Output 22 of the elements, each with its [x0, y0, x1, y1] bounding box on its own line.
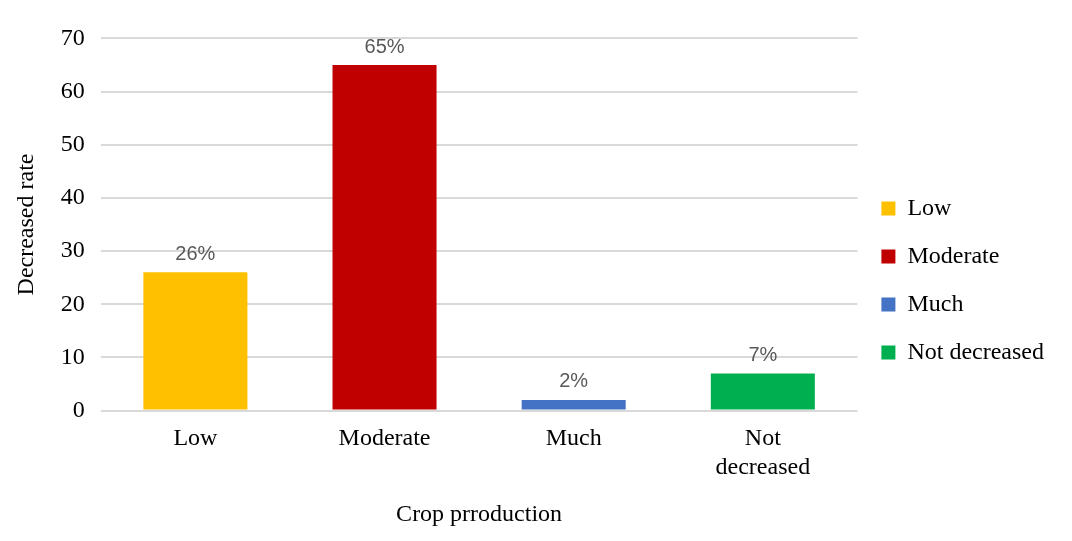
- x-tick-label: Low: [173, 424, 219, 451]
- y-tick-label: 60: [60, 76, 85, 103]
- y-tick-label: 20: [60, 289, 85, 316]
- legend-label: Moderate: [907, 241, 1000, 268]
- legend-label: Low: [907, 193, 953, 220]
- y-tick-label: 40: [60, 183, 85, 210]
- legend-label: Much: [907, 289, 964, 316]
- x-tick-label: Moderate: [338, 424, 431, 451]
- legend-label: Not decreased: [907, 337, 1044, 364]
- data-label: 26%: [175, 241, 216, 264]
- y-tick-label: 0: [72, 395, 85, 422]
- y-tick-label: 30: [60, 236, 85, 263]
- y-tick-label: 50: [60, 130, 85, 157]
- x-tick-label: Much: [545, 424, 602, 451]
- data-label: 65%: [364, 34, 405, 57]
- y-tick-label: 10: [60, 342, 85, 369]
- data-label: 2%: [559, 369, 589, 392]
- x-axis-title: Crop prroduction: [396, 499, 563, 526]
- x-tick-label: Not decreased: [715, 424, 811, 480]
- y-axis-title: Decreased rate: [11, 153, 38, 296]
- y-tick-label: 70: [60, 23, 85, 50]
- data-label: 7%: [748, 342, 778, 365]
